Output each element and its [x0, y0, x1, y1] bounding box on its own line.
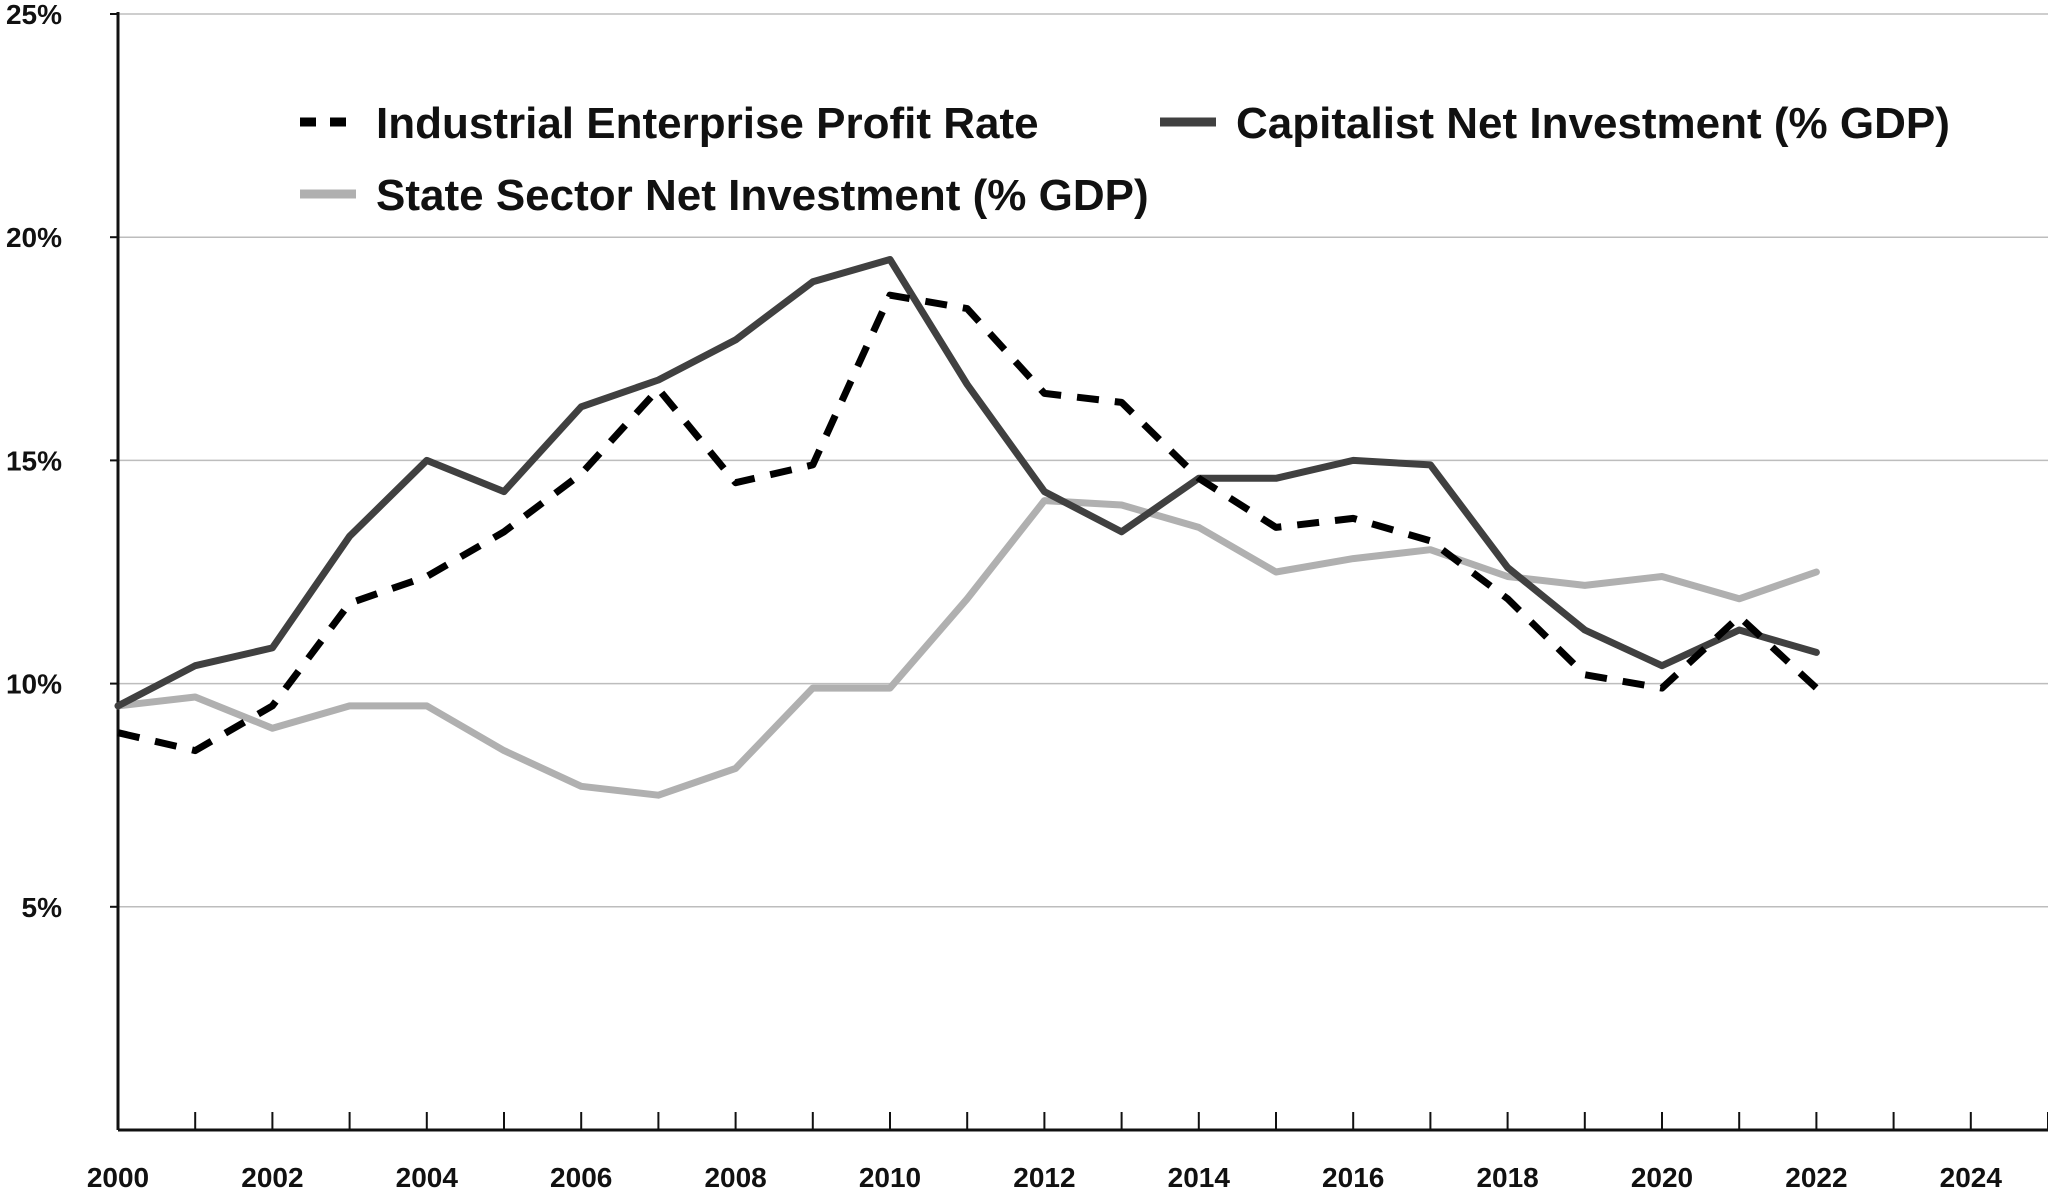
legend-label: Capitalist Net Investment (% GDP): [1236, 99, 1950, 148]
legend-label: State Sector Net Investment (% GDP): [376, 171, 1149, 220]
grid-lines: [118, 13, 2048, 908]
x-tick-label: 2004: [396, 1162, 459, 1193]
x-tick-label: 2012: [1013, 1162, 1075, 1193]
x-tick-label: 2008: [704, 1162, 766, 1193]
y-tick-label: 5%: [22, 892, 63, 923]
y-tick-label: 25%: [6, 0, 62, 30]
series-line-1: [114, 256, 1820, 710]
x-tick-label: 2016: [1322, 1162, 1384, 1193]
x-tick-label: 2002: [241, 1162, 303, 1193]
y-tick-label: 15%: [6, 445, 62, 476]
x-tick-label: 2010: [859, 1162, 921, 1193]
legend-label: Industrial Enterprise Profit Rate: [376, 99, 1039, 148]
y-tick-label: 10%: [6, 669, 62, 700]
axes: 5% 10% 15% 20% 25% 2000 2002 2004 2006 2008 2010 20…: [6, 0, 2048, 1193]
series-line-0: [117, 291, 1819, 755]
x-tick-label: 2018: [1476, 1162, 1538, 1193]
x-tick-label: 2014: [1168, 1162, 1231, 1193]
legend: Industrial Enterprise Profit Rate Capital…: [300, 99, 1950, 220]
series-lines: [114, 256, 1820, 799]
x-tick-label: 2006: [550, 1162, 612, 1193]
y-tick-label: 20%: [6, 222, 62, 253]
series-line-2: [114, 497, 1820, 799]
x-tick-label: 2022: [1785, 1162, 1847, 1193]
x-tick-label: 2024: [1940, 1162, 2003, 1193]
x-tick-label: 2020: [1631, 1162, 1693, 1193]
x-tick-label: 2000: [87, 1162, 149, 1193]
